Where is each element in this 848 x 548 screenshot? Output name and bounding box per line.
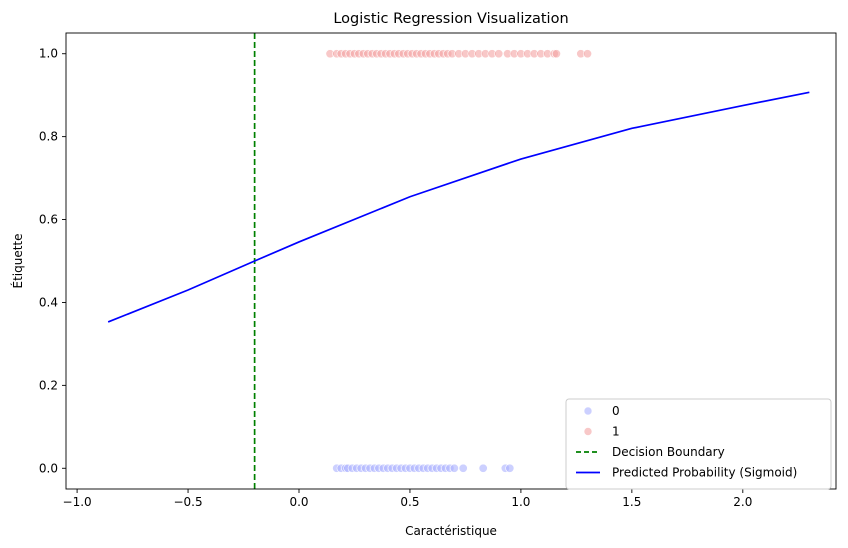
plot-frame bbox=[65, 32, 837, 490]
y-tick-label: 0.2 bbox=[39, 378, 58, 392]
scatter-point-class-0 bbox=[505, 463, 515, 473]
x-axis-label: Caractéristique bbox=[405, 524, 497, 538]
legend-entry-label: Predicted Probability (Sigmoid) bbox=[612, 466, 797, 480]
plot-area: −1.0 −0.5 0.0 0.5 1.0 1.5 2.0 0.0 0.2 0.4 0.6 0.8 1.… bbox=[39, 32, 837, 509]
legend-entry-label: Decision Boundary bbox=[612, 445, 725, 459]
scatter-point-class-1 bbox=[551, 49, 561, 59]
legend-box bbox=[565, 398, 832, 490]
scatter-point-class-1 bbox=[582, 49, 592, 59]
x-tick-label: 1.0 bbox=[511, 495, 530, 509]
legend-marker-class-0 bbox=[583, 406, 593, 416]
scatter-point-class-0 bbox=[458, 463, 468, 473]
y-axis-label: Étiquette bbox=[10, 233, 25, 288]
x-tick-label: 2.0 bbox=[733, 495, 752, 509]
scatter-point-class-0 bbox=[478, 463, 488, 473]
sigmoid-curve bbox=[107, 91, 810, 323]
x-tick-label: −1.0 bbox=[63, 495, 92, 509]
y-tick-label: 0.8 bbox=[39, 130, 58, 144]
scatter-point-class-1 bbox=[494, 49, 504, 59]
y-tick-label: 0.0 bbox=[39, 461, 58, 475]
scatter-point-class-0 bbox=[449, 463, 459, 473]
legend-entry-label: 1 bbox=[612, 425, 620, 439]
x-tick-label: 0.0 bbox=[289, 495, 308, 509]
legend-entry-label: 0 bbox=[612, 404, 620, 418]
x-tick-label: −0.5 bbox=[173, 495, 202, 509]
legend-marker-class-1 bbox=[583, 427, 593, 436]
chart-title: Logistic Regression Visualization bbox=[333, 11, 568, 27]
x-tick-label: 1.5 bbox=[622, 495, 641, 509]
x-tick-label: 0.5 bbox=[400, 495, 419, 509]
y-tick-label: 0.4 bbox=[39, 295, 58, 309]
y-tick-label: 1.0 bbox=[39, 47, 58, 61]
y-tick-label: 0.6 bbox=[39, 213, 58, 227]
legend: 0 1 Decision Boundary Predicted Probability… bbox=[565, 398, 832, 490]
